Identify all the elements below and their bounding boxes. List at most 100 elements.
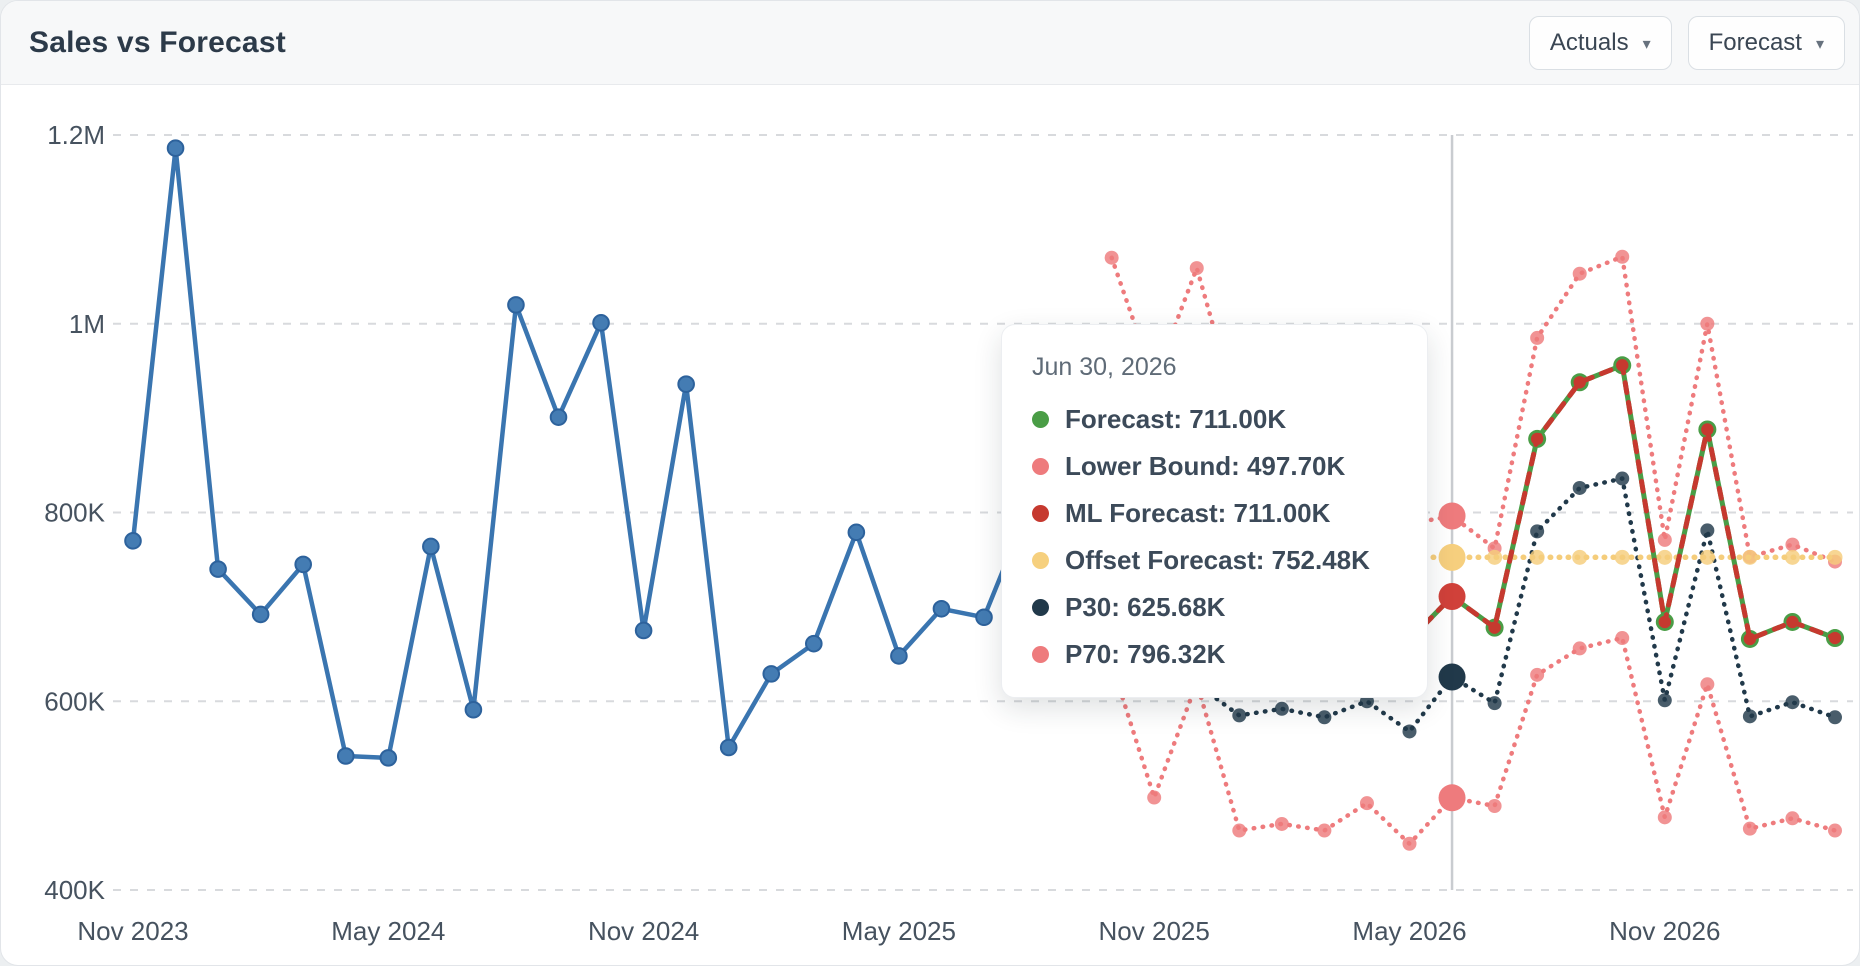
page-title: Sales vs Forecast bbox=[29, 25, 286, 59]
data-point bbox=[1827, 549, 1843, 565]
tooltip-row: P30: 625.68K bbox=[1032, 584, 1397, 631]
card-header: Sales vs Forecast Actuals ▾ Forecast ▾ bbox=[1, 1, 1859, 85]
tooltip-row: ML Forecast: 711.00K bbox=[1032, 490, 1397, 537]
tooltip-row-label: P30: 625.68K bbox=[1065, 592, 1226, 622]
tooltip-row-label: ML Forecast: 711.00K bbox=[1065, 498, 1331, 528]
data-point bbox=[592, 314, 610, 332]
data-point bbox=[1147, 790, 1162, 805]
actuals-dropdown[interactable]: Actuals ▾ bbox=[1528, 15, 1672, 70]
data-point bbox=[209, 560, 227, 578]
header-controls: Actuals ▾ Forecast ▾ bbox=[1528, 15, 1845, 70]
tooltip-row: Offset Forecast: 752.48K bbox=[1032, 537, 1397, 584]
y-axis-label: 1.2M bbox=[47, 120, 105, 150]
actuals-dropdown-label: Actuals bbox=[1549, 28, 1629, 56]
data-point bbox=[1701, 423, 1714, 436]
hover-point bbox=[1438, 663, 1466, 691]
data-point bbox=[1615, 471, 1630, 486]
data-point bbox=[1572, 641, 1587, 656]
x-axis-label: Nov 2024 bbox=[588, 916, 699, 946]
data-point bbox=[1317, 710, 1332, 725]
data-point bbox=[1785, 695, 1800, 710]
data-point bbox=[1189, 261, 1204, 276]
data-point bbox=[1573, 376, 1586, 389]
data-point bbox=[1743, 632, 1757, 646]
data-point bbox=[805, 634, 823, 653]
data-point bbox=[507, 296, 525, 314]
series-dot-icon bbox=[1032, 411, 1049, 428]
tooltip-row: Forecast: 711.00K bbox=[1032, 396, 1397, 443]
series-dot-icon bbox=[1032, 458, 1049, 475]
data-point bbox=[1402, 724, 1417, 739]
x-axis-label: Nov 2025 bbox=[1099, 916, 1210, 946]
data-point bbox=[1317, 823, 1332, 838]
data-point bbox=[1402, 836, 1417, 851]
data-point bbox=[1232, 708, 1247, 723]
tooltip-row-label: Forecast: 711.00K bbox=[1065, 404, 1287, 434]
data-point bbox=[762, 665, 781, 683]
data-point bbox=[1786, 615, 1799, 629]
data-point bbox=[1616, 359, 1629, 372]
data-point bbox=[1488, 621, 1501, 634]
data-point bbox=[1657, 810, 1672, 825]
data-point bbox=[677, 375, 695, 393]
data-point bbox=[1530, 667, 1545, 682]
data-point bbox=[847, 523, 866, 542]
data-point bbox=[1828, 823, 1842, 838]
data-point bbox=[124, 532, 142, 550]
data-point bbox=[422, 537, 440, 556]
data-point bbox=[1700, 677, 1715, 692]
tooltip-row-label: P70: 796.32K bbox=[1065, 639, 1226, 669]
data-point bbox=[890, 647, 908, 665]
y-axis-label: 1M bbox=[69, 309, 105, 339]
x-axis-label: May 2024 bbox=[331, 916, 445, 946]
series-dot-icon bbox=[1032, 552, 1049, 569]
data-point bbox=[1828, 631, 1842, 645]
x-axis-label: Nov 2026 bbox=[1609, 916, 1720, 946]
data-point bbox=[1487, 549, 1503, 565]
series-line-actuals bbox=[130, 145, 1114, 761]
data-point bbox=[634, 621, 653, 640]
data-point bbox=[1274, 816, 1289, 831]
data-point bbox=[1700, 316, 1715, 331]
data-point bbox=[1742, 549, 1758, 565]
hover-point bbox=[1438, 784, 1466, 812]
data-point bbox=[464, 700, 483, 719]
data-point bbox=[1359, 796, 1374, 811]
data-point bbox=[1274, 701, 1289, 716]
series-dot-icon bbox=[1032, 505, 1049, 522]
data-point bbox=[336, 747, 355, 765]
data-point bbox=[1232, 823, 1247, 838]
data-point bbox=[251, 605, 270, 624]
tooltip-row-label: Offset Forecast: 752.48K bbox=[1065, 545, 1370, 575]
forecast-dropdown[interactable]: Forecast ▾ bbox=[1687, 15, 1845, 70]
data-point bbox=[1530, 330, 1545, 345]
chevron-down-icon: ▾ bbox=[1815, 35, 1824, 53]
data-point bbox=[1742, 709, 1757, 724]
data-point bbox=[1658, 615, 1672, 629]
data-point bbox=[549, 408, 568, 426]
data-point bbox=[379, 749, 398, 767]
tooltip-row: Lower Bound: 497.70K bbox=[1032, 443, 1397, 490]
data-point bbox=[1530, 524, 1545, 539]
data-point bbox=[1615, 249, 1630, 264]
hover-point bbox=[1438, 502, 1466, 530]
tooltip-date: Jun 30, 2026 bbox=[1032, 353, 1177, 381]
hover-point bbox=[1438, 543, 1466, 571]
data-point bbox=[1487, 696, 1502, 711]
data-point bbox=[719, 738, 738, 757]
data-point bbox=[1614, 549, 1630, 565]
data-point bbox=[294, 555, 313, 574]
data-point bbox=[1657, 693, 1672, 708]
y-axis-label: 400K bbox=[44, 875, 105, 905]
data-point bbox=[1572, 480, 1587, 495]
forecast-dropdown-label: Forecast bbox=[1708, 28, 1802, 56]
data-point bbox=[1487, 799, 1502, 814]
data-point bbox=[1572, 266, 1587, 281]
series-dot-icon bbox=[1032, 646, 1049, 663]
sales-forecast-chart[interactable]: 1.2M 1M 800K 600K 400K Nov 2023 May 2024 Nov 20… bbox=[1, 85, 1859, 965]
data-point bbox=[1657, 532, 1672, 547]
tooltip-rows: Forecast: 711.00K Lower Bound: 497.70K ML … bbox=[1032, 396, 1397, 678]
data-point bbox=[1700, 523, 1715, 538]
data-point bbox=[1104, 250, 1119, 265]
data-point bbox=[1742, 821, 1757, 836]
